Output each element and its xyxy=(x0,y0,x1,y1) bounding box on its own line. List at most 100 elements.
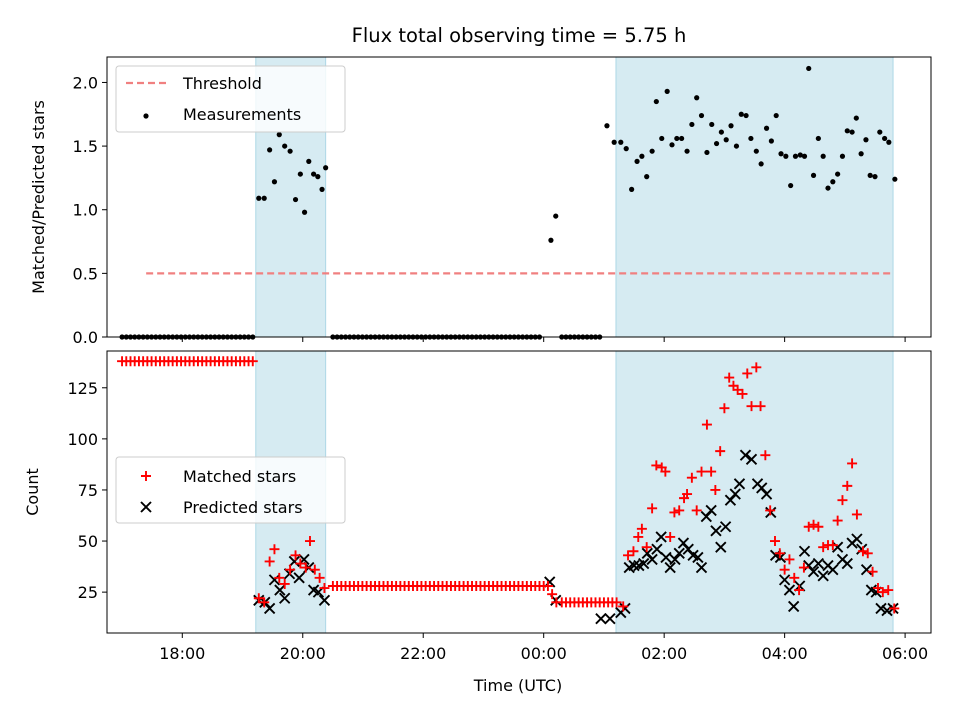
bottom-y-axis-label: Count xyxy=(23,468,42,516)
measurement-point xyxy=(839,153,846,159)
matched-star-point xyxy=(719,403,730,414)
predicted-star-point xyxy=(628,559,640,572)
predicted-star-point xyxy=(293,572,305,584)
legend-predicted-label: Predicted stars xyxy=(183,498,303,517)
measurement-point xyxy=(867,172,873,178)
measurement-point xyxy=(644,174,650,180)
measurement-point xyxy=(698,112,705,119)
measurement-point xyxy=(825,185,831,191)
bottom-shaded-interval-1 xyxy=(615,350,894,634)
matched-star-point xyxy=(755,401,766,412)
measurement-point xyxy=(618,139,624,145)
measurement-point xyxy=(753,148,759,154)
measurement-point xyxy=(297,171,303,177)
legend-measurements-swatch xyxy=(143,113,149,119)
matched-star-point xyxy=(691,505,702,516)
predicted-star-point xyxy=(745,453,758,465)
measurement-point xyxy=(271,179,278,185)
top-panel: 0.0 0.5 1.0 1.5 2.0 Threshold Measurements xyxy=(73,56,932,347)
matched-star-point xyxy=(295,558,306,569)
matched-star-point xyxy=(686,472,697,483)
top-y-tick-label: 1.5 xyxy=(73,137,98,156)
measurement-point xyxy=(758,161,764,167)
matched-star-point xyxy=(769,536,780,547)
matched-star-point xyxy=(706,466,717,477)
matched-star-point xyxy=(682,489,693,500)
matched-star-point xyxy=(314,572,325,583)
measurement-point xyxy=(728,123,734,129)
predicted-star-point xyxy=(807,566,820,578)
bottom-legend: Matched stars Predicted stars xyxy=(115,456,346,524)
measurement-point xyxy=(733,143,740,149)
bottom-y-tick-label: 50 xyxy=(78,532,98,551)
measurement-point xyxy=(659,135,665,142)
measurement-point xyxy=(778,151,784,157)
measurement-point xyxy=(664,88,670,94)
measurement-point xyxy=(810,172,817,178)
matched-star-point xyxy=(737,388,748,399)
measurement-point xyxy=(835,171,841,177)
predicted-star-point xyxy=(692,551,704,564)
matched-star-point xyxy=(813,521,824,532)
top-shaded-interval-1 xyxy=(615,56,894,338)
measurement-point xyxy=(323,165,329,171)
measurement-point xyxy=(882,135,888,142)
measurement-point xyxy=(653,98,659,105)
measurement-point xyxy=(713,140,720,147)
matched-star-point xyxy=(867,566,878,577)
matched-star-point xyxy=(784,554,795,565)
measurement-point xyxy=(863,137,869,143)
measurement-point xyxy=(886,139,892,145)
bottom-y-tick-label: 25 xyxy=(78,583,98,602)
matched-star-point xyxy=(760,450,771,461)
matched-star-point xyxy=(701,419,712,430)
x-tick-label: 02:00 xyxy=(641,644,687,663)
matched-star-point xyxy=(542,581,553,591)
measurement-point xyxy=(315,174,321,180)
measurement-point xyxy=(849,129,855,135)
predicted-star-point xyxy=(655,531,667,543)
matched-star-point xyxy=(247,356,258,367)
x-axis-label: Time (UTC) xyxy=(473,676,562,695)
bottom-axes-frame xyxy=(106,350,932,634)
measurement-point xyxy=(718,129,724,135)
bottom-y-tick-label: 100 xyxy=(67,430,98,449)
measurement-point xyxy=(704,149,710,156)
measurement-point xyxy=(639,153,645,159)
predicted-star-point xyxy=(619,602,631,615)
measurement-point xyxy=(877,129,883,135)
x-tick-label: 04:00 xyxy=(762,644,808,663)
predicted-star-point xyxy=(604,613,616,625)
measurement-point xyxy=(801,153,808,159)
measurement-point xyxy=(282,143,288,149)
predicted-star-point xyxy=(827,563,839,576)
top-legend: Threshold Measurements xyxy=(115,65,346,133)
predicted-star-point xyxy=(651,543,663,555)
predicted-star-point xyxy=(279,592,291,604)
predicted-star-point xyxy=(778,574,791,586)
legend-threshold-label: Threshold xyxy=(182,74,262,93)
matched-star-point xyxy=(319,583,330,594)
matched-star-point xyxy=(636,523,647,534)
predicted-star-point xyxy=(646,553,658,566)
matched-star-point xyxy=(765,505,776,516)
matched-star-point xyxy=(633,531,644,542)
top-axes-frame xyxy=(106,56,932,338)
measurement-point xyxy=(723,137,729,143)
predicted-star-point xyxy=(812,557,825,570)
measurement-point xyxy=(858,151,864,157)
measurement-point xyxy=(806,65,812,72)
matched-star-point xyxy=(285,564,296,575)
matched-star-point xyxy=(808,519,819,530)
matched-star-point xyxy=(798,562,809,573)
measurement-point xyxy=(649,148,655,154)
top-y-axis-label: Matched/Predicted stars xyxy=(29,100,48,294)
matched-star-point xyxy=(309,564,320,575)
predicted-star-point xyxy=(660,551,672,564)
predicted-star-point xyxy=(860,563,873,576)
measurement-point xyxy=(629,186,635,192)
predicted-star-point xyxy=(274,584,286,596)
measurement-point xyxy=(853,115,859,121)
predicted-star-point xyxy=(695,561,708,574)
matched-star-point xyxy=(803,521,814,532)
